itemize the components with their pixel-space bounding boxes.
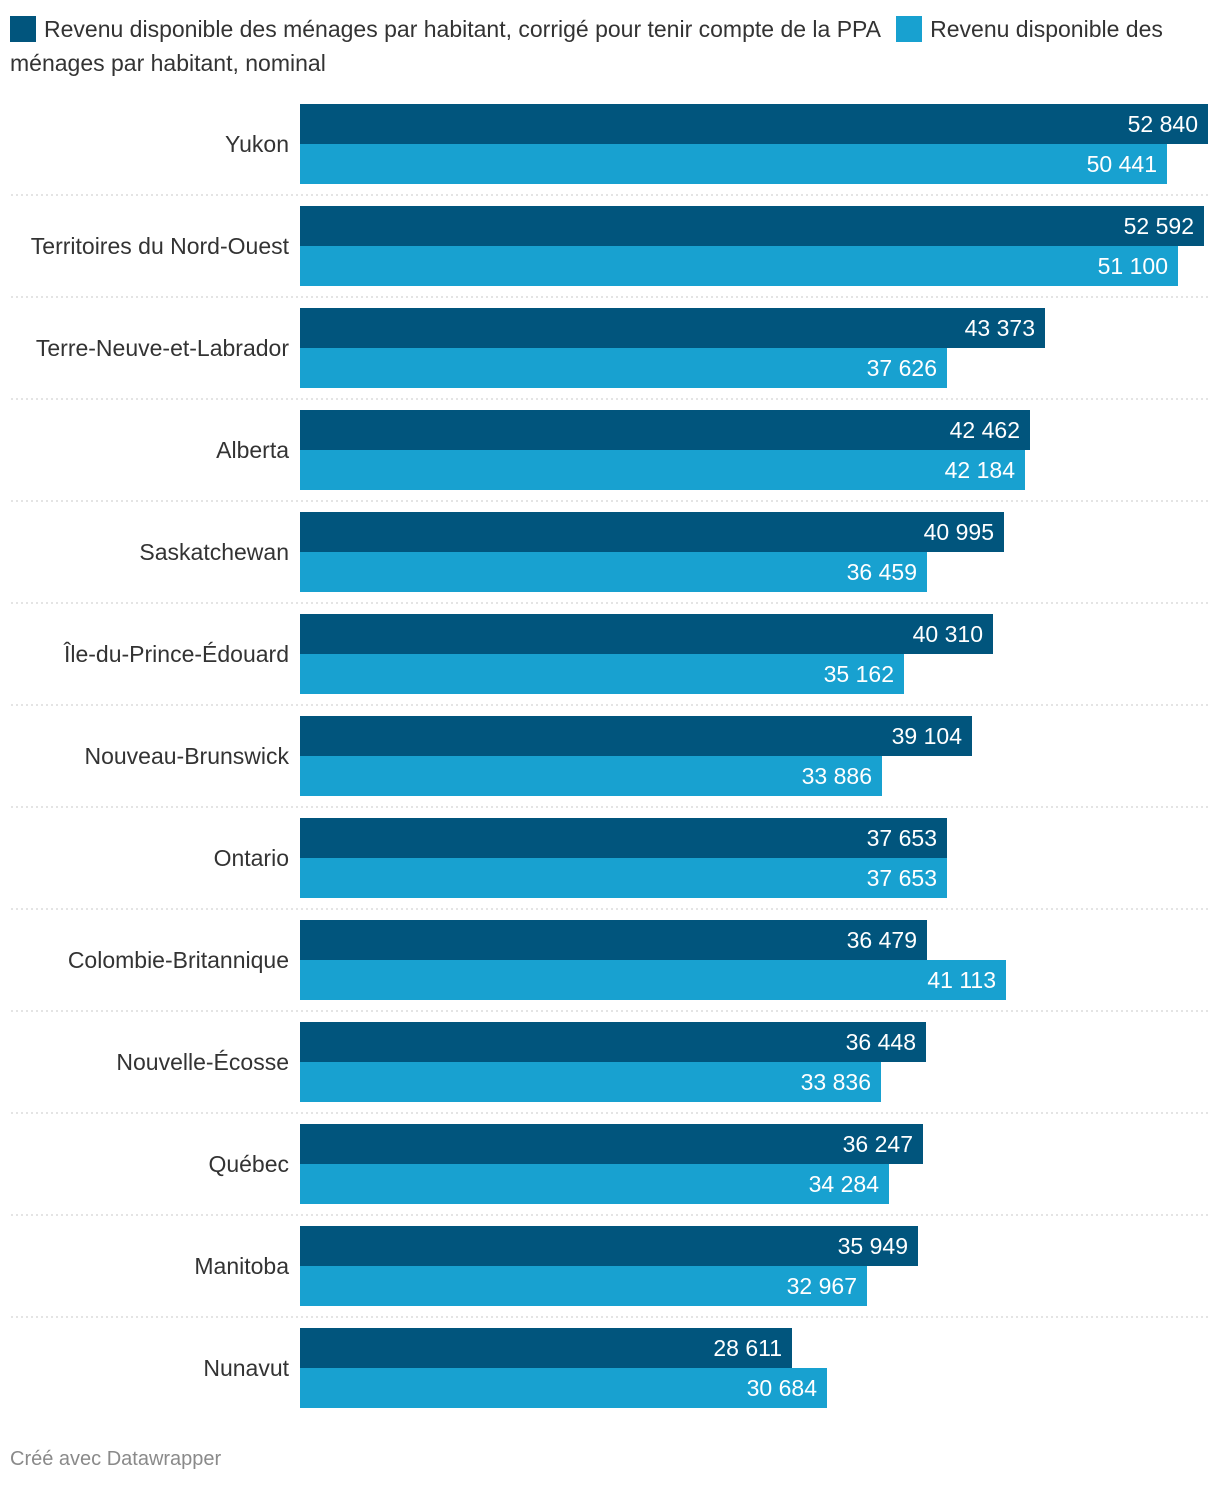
bar-ppa [300, 308, 1045, 348]
category-label: Territoires du Nord-Ouest [31, 233, 290, 259]
bar-value-label: 34 284 [809, 1171, 880, 1197]
bar-ppa [300, 410, 1030, 450]
category-label: Yukon [225, 131, 289, 157]
bar-nominal [300, 552, 927, 592]
bar-value-label: 36 479 [847, 927, 917, 953]
bar-ppa [300, 1328, 792, 1368]
bar-nominal [300, 348, 947, 388]
bar-value-label: 33 886 [802, 763, 872, 789]
category-label: Saskatchewan [139, 539, 289, 565]
category-label: Île-du-Prince-Édouard [63, 641, 289, 667]
category-label: Terre-Neuve-et-Labrador [36, 335, 289, 361]
category-label: Colombie-Britannique [68, 947, 289, 973]
legend-label-nominal: Revenu disponible des ménages par habita… [10, 16, 1163, 76]
category-label: Nouveau-Brunswick [84, 743, 289, 769]
bar-value-label: 42 462 [950, 417, 1020, 443]
category-label: Nunavut [203, 1355, 289, 1381]
bar-value-label: 40 310 [913, 621, 983, 647]
category-label: Ontario [214, 845, 289, 871]
bar-value-label: 39 104 [892, 723, 963, 749]
bar-value-label: 42 184 [945, 457, 1016, 483]
bar-value-label: 52 840 [1128, 111, 1198, 137]
bar-value-label: 32 967 [787, 1273, 857, 1299]
bar-nominal [300, 144, 1167, 184]
bar-ppa [300, 1022, 926, 1062]
bar-ppa [300, 920, 927, 960]
bar-ppa [300, 614, 993, 654]
bar-value-label: 51 100 [1098, 253, 1168, 279]
bar-value-label: 37 653 [867, 825, 937, 851]
bar-nominal [300, 756, 882, 796]
bar-nominal [300, 654, 904, 694]
bar-value-label: 50 441 [1087, 151, 1157, 177]
bar-value-label: 36 247 [843, 1131, 913, 1157]
bar-value-label: 37 626 [867, 355, 937, 381]
bar-ppa [300, 104, 1208, 144]
category-label: Alberta [216, 437, 289, 463]
bar-ppa [300, 512, 1004, 552]
bar-value-label: 33 836 [801, 1069, 871, 1095]
bar-nominal [300, 1368, 827, 1408]
bar-value-label: 35 162 [824, 661, 894, 687]
legend-label-ppa: Revenu disponible des ménages par habita… [44, 16, 880, 42]
bar-ppa [300, 818, 947, 858]
bar-ppa [300, 1226, 918, 1266]
bar-value-label: 28 611 [713, 1335, 782, 1361]
legend-item-nominal: Revenu disponible des ménages par habita… [10, 16, 1163, 76]
bar-nominal [300, 960, 1006, 1000]
bar-nominal [300, 858, 947, 898]
bar-ppa [300, 716, 972, 756]
bar-value-label: 35 949 [838, 1233, 908, 1259]
legend-swatch-nominal [896, 16, 923, 42]
bar-value-label: 52 592 [1124, 213, 1194, 239]
category-label: Manitoba [194, 1253, 289, 1279]
bar-nominal [300, 246, 1178, 286]
bar-ppa [300, 206, 1204, 246]
legend-swatch-ppa [10, 16, 36, 42]
bar-value-label: 30 684 [747, 1375, 818, 1401]
footer-credit: Créé avec Datawrapper [10, 1448, 222, 1470]
bar-value-label: 36 459 [847, 559, 917, 585]
bar-nominal [300, 1164, 889, 1204]
bar-value-label: 41 113 [927, 967, 996, 993]
bar-ppa [300, 1124, 923, 1164]
bar-value-label: 36 448 [846, 1029, 916, 1055]
chart-legend: Revenu disponible des ménages par habita… [10, 12, 1210, 80]
bar-nominal [300, 450, 1025, 490]
bar-value-label: 40 995 [924, 519, 994, 545]
bar-nominal [300, 1062, 881, 1102]
bar-nominal [300, 1266, 867, 1306]
category-label: Québec [208, 1151, 289, 1177]
bar-value-label: 43 373 [965, 315, 1035, 341]
legend-item-ppa: Revenu disponible des ménages par habita… [10, 16, 880, 42]
category-label: Nouvelle-Écosse [116, 1049, 289, 1075]
bar-value-label: 37 653 [867, 865, 937, 891]
